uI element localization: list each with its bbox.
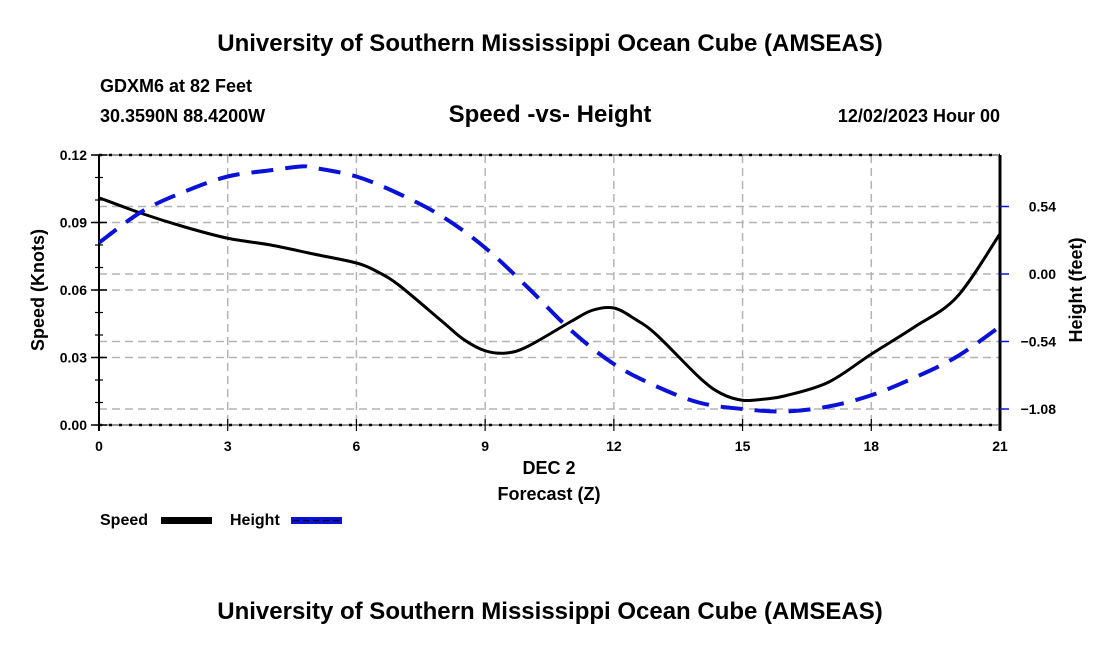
plot-frame bbox=[98, 153, 1002, 431]
x-tick-label: 3 bbox=[224, 438, 232, 454]
y-tick-label: 0.09 bbox=[60, 215, 87, 231]
main-title: University of Southern Mississippi Ocean… bbox=[217, 30, 883, 57]
legend: Speed Height bbox=[100, 512, 342, 529]
chart-title: Speed -vs- Height bbox=[448, 101, 652, 128]
x-tick-label: 9 bbox=[481, 438, 489, 454]
y-tick-label: 0.00 bbox=[60, 417, 87, 433]
axis-ticks: 0 3 6 9 12 15 18 21 0.00 0.03 0.06 0.09 0.12 0.54 0.00… bbox=[60, 147, 1056, 454]
footer-title: University of Southern Mississippi Ocean… bbox=[217, 598, 883, 625]
y-tick-label: 0.03 bbox=[60, 350, 87, 366]
legend-swatch-speed bbox=[161, 517, 212, 524]
x-tick-label: 12 bbox=[606, 438, 622, 454]
y2-tick-label: −1.08 bbox=[1021, 401, 1057, 417]
x-tick-label: 18 bbox=[863, 438, 879, 454]
x-tick-label: 0 bbox=[95, 438, 103, 454]
station-label: GDXM6 at 82 Feet bbox=[100, 76, 253, 96]
coordinates-label: 30.3590N 88.4200W bbox=[100, 106, 266, 126]
legend-label-speed: Speed bbox=[100, 512, 148, 529]
series-line-height bbox=[97, 164, 1002, 414]
grid-lines bbox=[99, 155, 1000, 425]
x-axis-title: Forecast (Z) bbox=[497, 484, 600, 504]
y-tick-label: 0.12 bbox=[60, 147, 87, 163]
y2-tick-label: 0.54 bbox=[1029, 199, 1056, 215]
legend-label-height: Height bbox=[230, 512, 280, 529]
y-tick-label: 0.06 bbox=[60, 282, 87, 298]
y2-tick-label: −0.54 bbox=[1021, 334, 1057, 350]
datetime-label: 12/02/2023 Hour 00 bbox=[837, 106, 1000, 126]
x-tick-label: 15 bbox=[735, 438, 751, 454]
y2-tick-label: 0.00 bbox=[1029, 266, 1056, 282]
y2-axis-title: Height (feet) bbox=[1066, 238, 1086, 343]
x-axis-date-label: DEC 2 bbox=[522, 458, 575, 478]
x-tick-label: 6 bbox=[353, 438, 361, 454]
series-line-speed bbox=[98, 196, 1002, 403]
x-tick-label: 21 bbox=[992, 438, 1008, 454]
y-axis-title: Speed (Knots) bbox=[28, 229, 48, 351]
series-layer bbox=[97, 164, 1002, 414]
